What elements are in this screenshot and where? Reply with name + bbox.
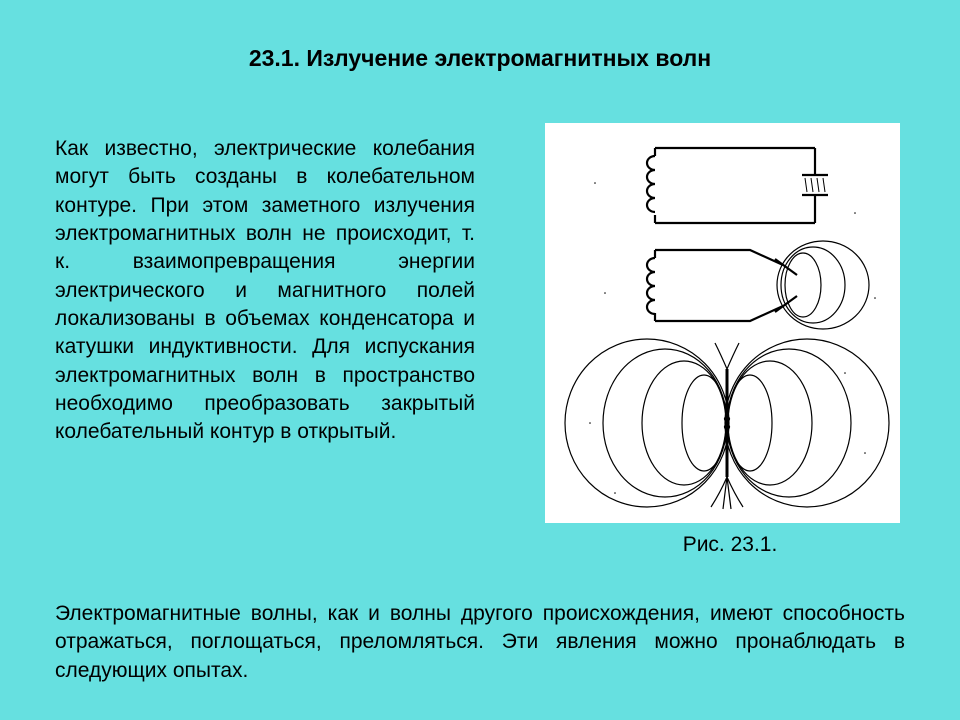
circuit-diagram [545, 123, 900, 523]
closed-circuit [647, 148, 828, 223]
figure-panel [545, 123, 900, 523]
body-paragraph: Как известно, электрические колебания мо… [55, 135, 475, 447]
section-title: 23.1. Излучение электромагнитных волн [0, 45, 960, 72]
opening-circuit [647, 241, 869, 329]
bottom-paragraph: Электромагнитные волны, как и волны друг… [55, 600, 905, 685]
dipole-antenna [565, 339, 889, 509]
figure-caption: Рис. 23.1. [580, 533, 880, 557]
